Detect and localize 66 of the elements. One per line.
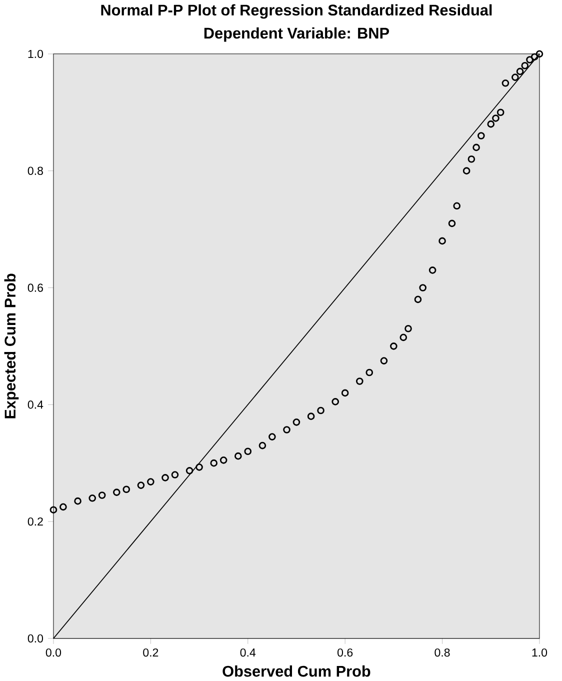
point — [428, 266, 436, 274]
point — [496, 108, 504, 116]
x-tick-label: 0.8 — [434, 648, 450, 657]
point — [462, 167, 470, 174]
point — [113, 488, 120, 496]
y-tick-label: 0.2 — [28, 517, 43, 526]
point — [147, 478, 154, 486]
point — [468, 155, 476, 163]
y-tick-label: 0.4 — [28, 400, 44, 409]
point — [162, 474, 169, 482]
y-axis-title: Expected Cum Prob — [4, 274, 19, 418]
x-axis-title: Observed Cum Prob — [222, 665, 370, 677]
point — [400, 334, 408, 342]
point — [186, 467, 194, 474]
point — [477, 132, 485, 140]
x-tick-label: 0.6 — [337, 648, 353, 657]
point — [414, 296, 422, 304]
y-tick-label: 0.8 — [28, 166, 43, 175]
point — [50, 506, 58, 514]
point — [390, 342, 398, 350]
point — [472, 144, 480, 152]
y-tick-label: 0.0 — [28, 634, 44, 643]
point — [292, 418, 300, 426]
point — [448, 220, 456, 228]
point — [341, 389, 349, 397]
point — [453, 202, 460, 210]
point — [244, 448, 252, 456]
point — [502, 79, 510, 87]
chart-title: Normal P-P Plot of Regression Standardized Residual — [101, 4, 492, 19]
point — [122, 486, 130, 494]
point — [171, 471, 179, 478]
point — [196, 464, 203, 471]
point — [516, 68, 524, 76]
point — [530, 53, 538, 60]
point — [419, 284, 426, 292]
x-tick-label: 0.2 — [143, 648, 158, 657]
y-tick-label: 0.6 — [28, 284, 43, 292]
point — [438, 237, 446, 245]
point — [380, 357, 388, 364]
point — [268, 433, 276, 440]
point — [307, 412, 315, 420]
point — [88, 494, 96, 502]
point — [220, 456, 228, 464]
point — [526, 56, 534, 64]
point — [521, 62, 529, 70]
point — [492, 114, 500, 122]
point — [356, 378, 364, 385]
point — [74, 497, 82, 505]
point — [512, 74, 519, 81]
point — [98, 492, 106, 499]
y-tick-label: 1.0 — [28, 50, 44, 58]
chart-subtitle: Dependent Variable: BNP — [204, 27, 390, 42]
point — [404, 324, 412, 332]
point — [487, 120, 495, 128]
point — [332, 398, 340, 406]
x-tick-label: 1.0 — [532, 648, 548, 657]
point — [234, 452, 242, 460]
point — [210, 459, 218, 467]
point — [366, 368, 374, 376]
point — [137, 482, 145, 489]
x-tick-label: 0.0 — [46, 648, 62, 657]
point — [258, 442, 266, 450]
point — [317, 406, 324, 414]
point — [283, 426, 290, 434]
x-tick-label: 0.4 — [240, 648, 256, 657]
point — [60, 503, 67, 511]
